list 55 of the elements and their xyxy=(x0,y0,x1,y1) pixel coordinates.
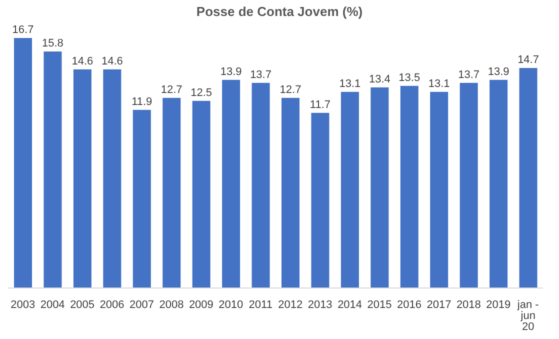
data-label: 14.6 xyxy=(101,55,123,68)
data-label: 13.7 xyxy=(458,68,480,81)
x-tick-label: 2018 xyxy=(456,298,481,311)
bar xyxy=(370,87,389,288)
x-tick-label: 2013 xyxy=(308,298,332,311)
bar xyxy=(252,82,270,288)
bar xyxy=(519,68,538,288)
bar xyxy=(222,80,240,288)
data-label: 13.7 xyxy=(250,68,272,81)
bar xyxy=(430,92,448,288)
x-tick-label: 2004 xyxy=(40,298,65,311)
data-label: 13.9 xyxy=(220,66,242,78)
data-label: 13.5 xyxy=(398,72,420,84)
data-label: 12.7 xyxy=(160,84,182,96)
bar xyxy=(400,86,418,288)
x-tick-label: 2007 xyxy=(130,298,154,311)
x-tick-label: 2009 xyxy=(188,298,214,311)
data-label: 14.7 xyxy=(518,54,539,66)
bar xyxy=(73,69,92,288)
data-label: 13.9 xyxy=(488,66,510,78)
x-tick-label: 2006 xyxy=(100,298,124,311)
data-label: 11.9 xyxy=(132,96,152,108)
bar xyxy=(44,51,62,288)
x-tick-label: 2003 xyxy=(10,298,36,311)
chart-title: Posse de Conta Jovem (%) xyxy=(195,4,364,21)
x-tick-label: jan - jun 20 xyxy=(516,298,540,333)
bar xyxy=(162,98,181,288)
bar xyxy=(490,80,508,288)
x-tick-label: 2016 xyxy=(397,298,422,311)
x-tick-label: 2015 xyxy=(367,298,392,311)
x-tick-label: 2005 xyxy=(70,298,95,311)
x-tick-label: 2011 xyxy=(248,298,272,311)
x-tick-label: 2014 xyxy=(338,298,362,311)
data-label: 14.6 xyxy=(72,55,94,68)
data-label: 12.5 xyxy=(190,86,212,99)
bar xyxy=(192,100,210,288)
x-tick-label: 2017 xyxy=(426,298,452,311)
x-tick-label: 2010 xyxy=(218,298,244,311)
bar xyxy=(460,82,478,288)
data-label: 16.7 xyxy=(12,24,34,36)
data-label: 15.8 xyxy=(42,37,64,50)
bar xyxy=(340,92,359,288)
data-label: 11.7 xyxy=(310,98,331,111)
bar xyxy=(103,69,122,288)
data-label: 12.7 xyxy=(280,84,302,96)
bar xyxy=(132,110,151,288)
bar xyxy=(14,38,32,288)
data-label: 13.1 xyxy=(428,78,450,90)
x-tick-label: 2019 xyxy=(486,298,511,311)
data-label: 13.4 xyxy=(368,73,390,86)
x-tick-label: 2012 xyxy=(278,298,303,311)
bar xyxy=(311,112,330,288)
bar xyxy=(282,98,300,288)
data-label: 13.1 xyxy=(339,78,361,90)
x-tick-label: 2008 xyxy=(159,298,184,311)
